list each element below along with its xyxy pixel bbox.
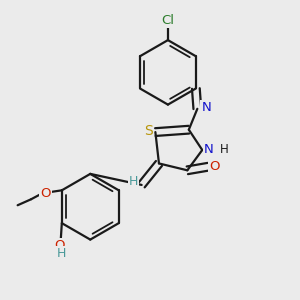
- Text: N: N: [204, 142, 214, 156]
- Text: H: H: [129, 176, 138, 188]
- Text: Cl: Cl: [161, 14, 174, 27]
- Text: H: H: [56, 247, 66, 260]
- Text: H: H: [220, 142, 228, 156]
- Text: O: O: [54, 239, 64, 252]
- Text: O: O: [209, 160, 220, 172]
- Text: N: N: [201, 101, 211, 114]
- Text: O: O: [40, 187, 51, 200]
- Text: S: S: [144, 124, 153, 138]
